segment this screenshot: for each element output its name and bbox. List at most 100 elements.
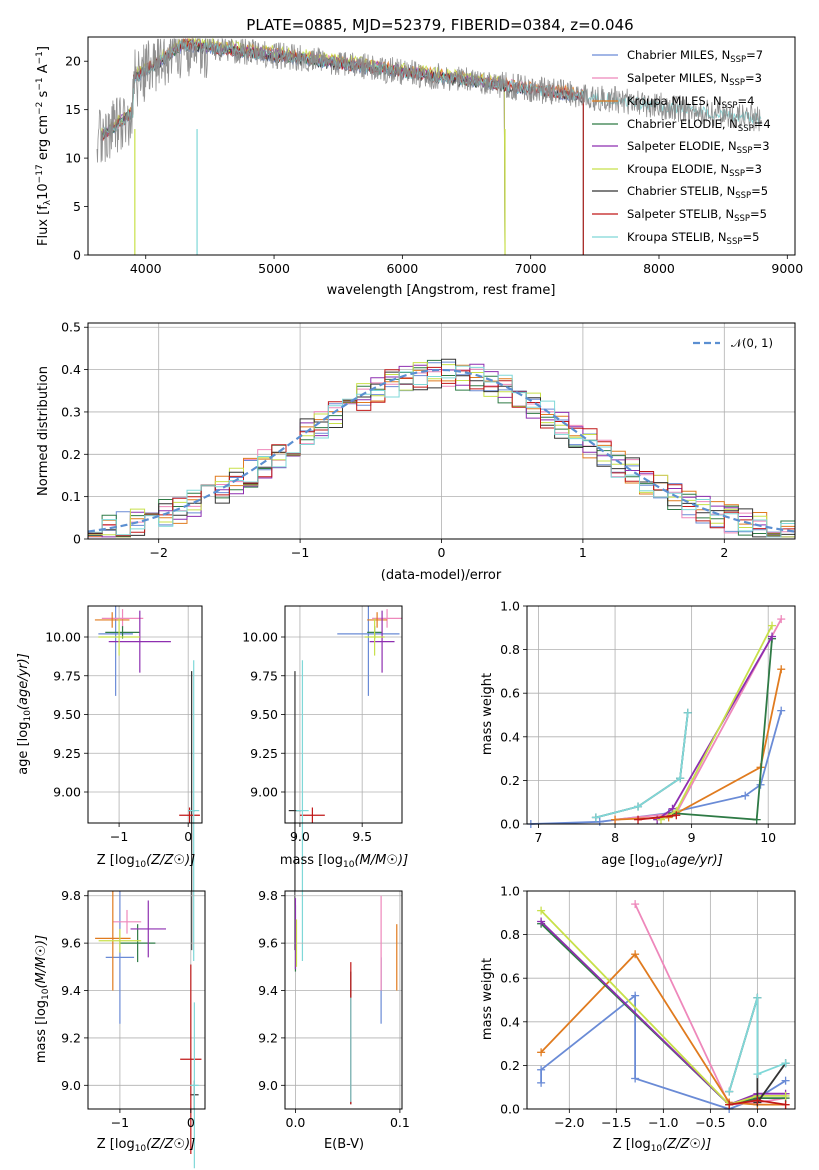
weight-line	[615, 618, 782, 821]
y-tick-label: 0.0	[500, 817, 520, 832]
weight-vs-z-x-ticks: −2.0 −1.5 −1.0 −0.5 0.0	[554, 1109, 767, 1130]
x-tick-label: 2	[720, 545, 728, 560]
mass-vs-ebv-y-ticks: 9.0 9.2 9.4 9.6 9.8	[258, 888, 285, 1093]
x-tick-label: 0	[184, 829, 192, 844]
y-tick-label: 9.25	[53, 746, 81, 761]
weight-vs-z-x-label: Z [log10(Z/Z☉)]	[613, 1137, 711, 1154]
legend-label-2: Kroupa MILES, NSSP=4	[627, 94, 754, 111]
x-tick-label: 8000	[643, 261, 675, 276]
age-vs-z-x-ticks: −1 0	[110, 823, 192, 844]
weight-vs-age-y-ticks: 0.0 0.2 0.4 0.6 0.8 1.0	[500, 599, 527, 832]
y-tick-label: 0.8	[500, 642, 520, 657]
x-tick-label: 6000	[386, 261, 418, 276]
age-vs-mass-panel: 9.0 9.5 9.00 9.25 9.50 9.75 10.00 mass [log10…	[242, 605, 408, 961]
age-vs-z-y-label: age [log10(age/yr)]	[16, 653, 33, 775]
y-tick-label: 10.00	[45, 630, 81, 645]
x-tick-label: 9	[688, 830, 696, 845]
weight-line	[540, 909, 786, 1106]
x-tick-label: 0.0	[747, 1115, 767, 1130]
spectrum-panel: PLATE=0885, MJD=52379, FIBERID=0384, z=0…	[35, 16, 803, 298]
normal-legend-label: 𝒩(0, 1)	[731, 336, 773, 350]
x-tick-label: −1.0	[648, 1115, 678, 1130]
y-tick-label: 1.0	[500, 599, 520, 614]
spectrum-line	[100, 40, 584, 255]
spectrum-line	[100, 38, 584, 255]
y-tick-label: 20	[65, 54, 81, 69]
legend-label-0: Chabrier MILES, NSSP=7	[627, 48, 763, 65]
mass-vs-z-y-ticks: 9.0 9.2 9.4 9.6 9.8	[61, 888, 88, 1093]
legend-label-3: Chabrier ELODIE, NSSP=4	[627, 117, 771, 134]
x-tick-label: 7000	[515, 261, 547, 276]
y-tick-label: 0.3	[61, 404, 81, 419]
age-vs-mass-x-label: mass [log10(M/M☉)]	[280, 853, 408, 870]
residual-step-series	[88, 365, 795, 538]
spectrum-x-ticks: 4000 5000 6000 7000 8000 9000	[130, 255, 803, 276]
spectrum-line	[96, 37, 762, 163]
weight-line	[728, 997, 786, 1092]
y-tick-label: 0.0	[500, 1102, 520, 1117]
x-tick-label: 9.0	[290, 829, 310, 844]
weight-line	[615, 669, 783, 821]
weight-line	[540, 920, 786, 1106]
weight-vs-age-lines	[526, 615, 786, 828]
weight-vs-age-y-label: mass weight	[480, 673, 495, 755]
y-tick-label: 9.2	[61, 1030, 81, 1045]
weight-vs-z-y-ticks: 0.0 0.2 0.4 0.6 0.8 1.0	[500, 884, 527, 1117]
mass-vs-z-panel: −1 0 9.0 9.2 9.4 9.6 9.8 Z [log10(Z/Z☉)] mass…	[34, 888, 206, 1169]
residuals-x-label: (data-model)/error	[381, 568, 502, 583]
y-tick-label: 9.00	[53, 785, 81, 800]
age-vs-mass-x-ticks: 9.0 9.5	[290, 823, 372, 844]
y-tick-label: 0.2	[61, 447, 81, 462]
x-tick-label: −2	[149, 545, 167, 560]
weight-vs-age-x-label: age [log10(age/yr)]	[601, 853, 723, 870]
x-tick-label: 0	[187, 1115, 195, 1130]
spectrum-axes-frame	[87, 36, 796, 256]
spectrum-y-label: Flux [fλ10−17 erg cm−2 s−1 A−1]	[35, 46, 53, 246]
mass-vs-ebv-errorbars	[294, 895, 398, 1105]
y-tick-label: 9.0	[61, 1078, 81, 1093]
y-tick-label: 0.8	[500, 927, 520, 942]
residuals-panel: −2 −1 0 1 2 0 0.1 0.2 0.3 0.4 0.5 𝒩(0, 1) (data-m…	[36, 320, 796, 583]
x-tick-label: 7	[535, 830, 543, 845]
y-tick-label: 9.00	[250, 785, 278, 800]
y-tick-label: 9.50	[53, 707, 81, 722]
age-vs-mass-errorbars	[288, 606, 402, 961]
y-tick-label: 0.2	[500, 773, 520, 788]
y-tick-label: 9.4	[61, 983, 81, 998]
x-tick-label: 5000	[258, 261, 290, 276]
y-tick-label: 15	[65, 102, 81, 117]
y-tick-label: 0	[73, 248, 81, 263]
x-tick-label: 1	[579, 545, 587, 560]
age-vs-z-errorbars	[94, 606, 200, 961]
age-vs-z-grid	[88, 606, 202, 823]
y-tick-label: 9.8	[258, 888, 278, 903]
mass-vs-z-frame	[87, 890, 206, 1110]
age-vs-mass-y-ticks: 9.00 9.25 9.50 9.75 10.00	[242, 630, 285, 800]
legend-label-8: Kroupa STELIB, NSSP=5	[627, 230, 759, 247]
mass-vs-ebv-x-ticks: 0.0 0.1	[286, 1109, 410, 1130]
weight-vs-age-panel: 7 8 9 10 0.0 0.2 0.4 0.6 0.8 1.0 age [log10(age/…	[480, 599, 796, 870]
age-vs-z-panel: −1 0 9.00 9.25 9.50 9.75 10.00 Z [log10(Z/Z☉)…	[16, 605, 203, 961]
y-tick-label: 9.75	[53, 668, 81, 683]
legend-label-5: Kroupa ELODIE, NSSP=3	[627, 162, 762, 179]
weight-vs-age-grid	[527, 605, 795, 825]
x-tick-label: −1	[291, 545, 309, 560]
x-tick-label: 0	[438, 545, 446, 560]
mass-vs-z-x-ticks: −1 0	[111, 1109, 195, 1130]
legend-label-4: Salpeter ELODIE, NSSP=3	[627, 139, 770, 156]
mass-vs-ebv-frame	[284, 890, 403, 1110]
residuals-x-ticks: −2 −1 0 1 2	[149, 539, 728, 560]
weight-vs-z-lines	[537, 900, 790, 1113]
age-vs-z-y-ticks: 9.00 9.25 9.50 9.75 10.00	[45, 630, 88, 800]
residuals-steps	[88, 358, 795, 538]
mass-vs-z-grid	[88, 891, 205, 1109]
spectrum-legend: Chabrier MILES, NSSP=7 Salpeter MILES, N…	[592, 48, 771, 247]
weight-line	[530, 710, 783, 825]
mass-vs-ebv-panel: 0.0 0.1 9.0 9.2 9.4 9.6 9.8 E(B-V)	[258, 888, 410, 1152]
x-tick-label: −1.5	[601, 1115, 631, 1130]
weight-line	[637, 814, 677, 821]
y-tick-label: 5	[73, 199, 81, 214]
x-tick-label: 9.5	[352, 829, 372, 844]
y-tick-label: 9.25	[250, 746, 278, 761]
weight-vs-age-frame	[526, 605, 796, 825]
